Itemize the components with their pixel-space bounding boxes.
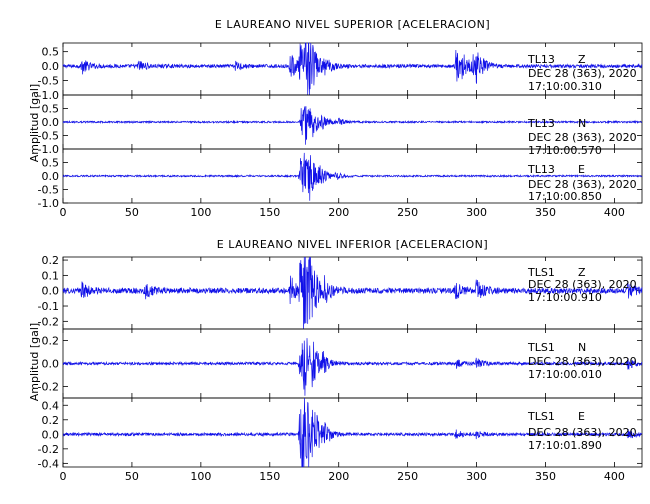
- y-tick-label-1-2-3: -0.2: [38, 443, 59, 456]
- date-label-0-0: DEC 28 (363), 2020: [528, 67, 637, 80]
- x-tick-label-0-4: 200: [328, 206, 349, 219]
- y-tick-label-1-2-4: -0.4: [38, 457, 59, 470]
- y-axis-label-0: Amplitud [gal]: [28, 84, 41, 162]
- y-tick-label-1-1-0: 0.2: [42, 335, 60, 348]
- x-tick-label-1-8: 400: [604, 470, 625, 483]
- time-label-0-2: 17:10:00.850: [528, 190, 602, 203]
- y-tick-label-1-2-2: 0.0: [42, 428, 60, 441]
- y-tick-label-0-0-3: -1.0: [38, 89, 59, 102]
- chart-title-0: E LAUREANO NIVEL SUPERIOR [ACELERACION]: [215, 18, 490, 31]
- date-label-0-2: DEC 28 (363), 2020: [528, 178, 637, 191]
- date-label-1-0: DEC 28 (363), 2020: [528, 278, 637, 291]
- x-tick-label-0-3: 150: [259, 206, 280, 219]
- chart-title-1: E LAUREANO NIVEL INFERIOR [ACELERACION]: [217, 238, 488, 251]
- component-label-0-0: Z: [578, 53, 586, 66]
- x-tick-label-0-8: 400: [604, 206, 625, 219]
- y-tick-label-1-0-3: -0.1: [38, 300, 59, 313]
- y-tick-label-0-1-1: 0.0: [42, 116, 60, 129]
- date-label-1-2: DEC 28 (363), 2020: [528, 426, 637, 439]
- y-tick-label-1-1-1: 0.0: [42, 358, 60, 371]
- y-tick-label-1-0-0: 0.2: [42, 254, 60, 267]
- station-label-1-1: TLS1: [527, 341, 555, 354]
- y-tick-label-1-0-2: 0.0: [42, 285, 60, 298]
- station-label-0-1: TL13: [527, 117, 555, 130]
- time-label-1-1: 17:10:00.010: [528, 368, 602, 381]
- panel-frame-1-2: [62, 397, 643, 468]
- x-tick-label-0-1: 50: [125, 206, 139, 219]
- x-tick-label-0-7: 350: [535, 206, 556, 219]
- x-tick-label-1-7: 350: [535, 470, 556, 483]
- component-label-0-2: E: [578, 163, 585, 176]
- x-tick-label-0-2: 100: [190, 206, 211, 219]
- x-tick-label-1-6: 300: [466, 470, 487, 483]
- y-tick-label-0-0-2: -0.5: [38, 75, 59, 88]
- station-label-1-2: TLS1: [527, 410, 555, 423]
- time-label-1-2: 17:10:01.890: [528, 439, 602, 452]
- x-tick-label-0-5: 250: [397, 206, 418, 219]
- station-label-0-0: TL13: [527, 53, 555, 66]
- waveform-trace-0-1: [62, 106, 643, 145]
- y-tick-label-1-2-1: 0.2: [42, 414, 60, 427]
- x-tick-label-0-0: 0: [60, 206, 67, 219]
- waveform-trace-0-2: [62, 152, 643, 201]
- time-label-0-1: 17:10:00.570: [528, 144, 602, 157]
- y-tick-label-1-2-0: 0.4: [42, 399, 60, 412]
- y-tick-label-0-2-0: 0.5: [42, 157, 60, 170]
- x-tick-label-1-1: 50: [125, 470, 139, 483]
- waveform-trace-1-1: [62, 338, 643, 396]
- x-tick-label-0-6: 300: [466, 206, 487, 219]
- x-tick-label-1-0: 0: [60, 470, 67, 483]
- component-label-0-1: N: [578, 117, 586, 130]
- time-label-1-0: 17:10:00.910: [528, 291, 602, 304]
- time-label-0-0: 17:10:00.310: [528, 80, 602, 93]
- x-tick-label-1-5: 250: [397, 470, 418, 483]
- y-tick-label-0-1-0: 0.5: [42, 103, 60, 116]
- component-label-1-2: E: [578, 410, 585, 423]
- waveform-trace-1-0: [62, 256, 643, 330]
- y-tick-label-0-1-2: -0.5: [38, 130, 59, 143]
- station-label-0-2: TL13: [527, 163, 555, 176]
- x-tick-label-1-2: 100: [190, 470, 211, 483]
- y-tick-label-0-0-0: 0.5: [42, 46, 60, 59]
- waveform-trace-0-0: [62, 42, 643, 96]
- y-tick-label-0-1-3: -1.0: [38, 143, 59, 156]
- waveform-trace-1-2: [62, 397, 643, 468]
- y-tick-label-1-1-2: -0.2: [38, 381, 59, 394]
- x-tick-label-1-4: 200: [328, 470, 349, 483]
- date-label-1-1: DEC 28 (363), 2020: [528, 355, 637, 368]
- y-tick-label-1-0-1: 0.1: [42, 269, 60, 282]
- component-label-1-1: N: [578, 341, 586, 354]
- y-tick-label-0-2-3: -1.0: [38, 197, 59, 210]
- y-tick-label-1-0-4: -0.2: [38, 315, 59, 328]
- y-tick-label-0-2-1: 0.0: [42, 170, 60, 183]
- x-tick-label-1-3: 150: [259, 470, 280, 483]
- y-tick-label-0-0-1: 0.0: [42, 60, 60, 73]
- component-label-1-0: Z: [578, 266, 586, 279]
- date-label-0-1: DEC 28 (363), 2020: [528, 131, 637, 144]
- y-tick-label-0-2-2: -0.5: [38, 184, 59, 197]
- y-axis-label-1: Amplitud [gal]: [28, 323, 41, 401]
- station-label-1-0: TLS1: [527, 266, 555, 279]
